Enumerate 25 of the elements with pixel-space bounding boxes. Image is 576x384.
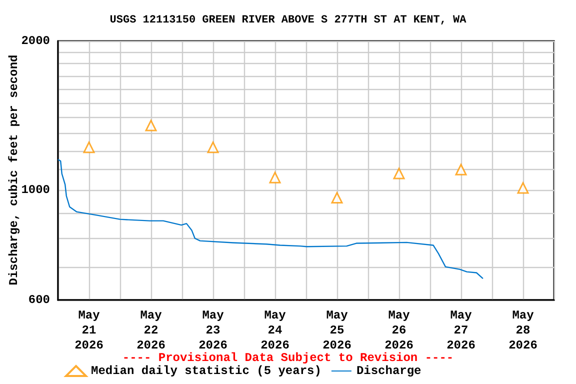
x-tick-label: May 23 2026 [198, 308, 228, 352]
legend-label: Discharge [356, 364, 422, 378]
y-tick-label: 2000 [21, 34, 50, 48]
x-tick-label: May 26 2026 [384, 308, 414, 352]
line-series [57, 158, 484, 280]
x-tick-label: May 24 2026 [260, 308, 290, 352]
point [393, 168, 405, 180]
y-tick-label: 600 [28, 293, 50, 307]
point [207, 142, 219, 154]
y-tick-label: 1000 [21, 183, 50, 198]
point [331, 192, 343, 204]
legend-label: Median daily statistic (5 years) [91, 364, 322, 378]
x-tick-label: May 25 2026 [322, 308, 352, 352]
x-tick-label: May 21 2026 [74, 308, 104, 352]
point [145, 120, 157, 132]
x-tick-label: May 22 2026 [136, 308, 166, 352]
x-tick-label: May 27 2026 [446, 308, 476, 352]
text: ---- Provisional Data Subject to Revision ---- [122, 351, 454, 365]
x-tick-label: May 28 2026 [508, 308, 538, 352]
point [517, 182, 529, 194]
point [455, 164, 467, 176]
point [83, 142, 95, 154]
chart-title: USGS 12113150 GREEN RIVER ABOVE S 277TH ST AT KENT, WA [110, 14, 467, 26]
y-axis-title: Discharge, cubic feet per second [7, 54, 21, 286]
point [269, 172, 281, 184]
